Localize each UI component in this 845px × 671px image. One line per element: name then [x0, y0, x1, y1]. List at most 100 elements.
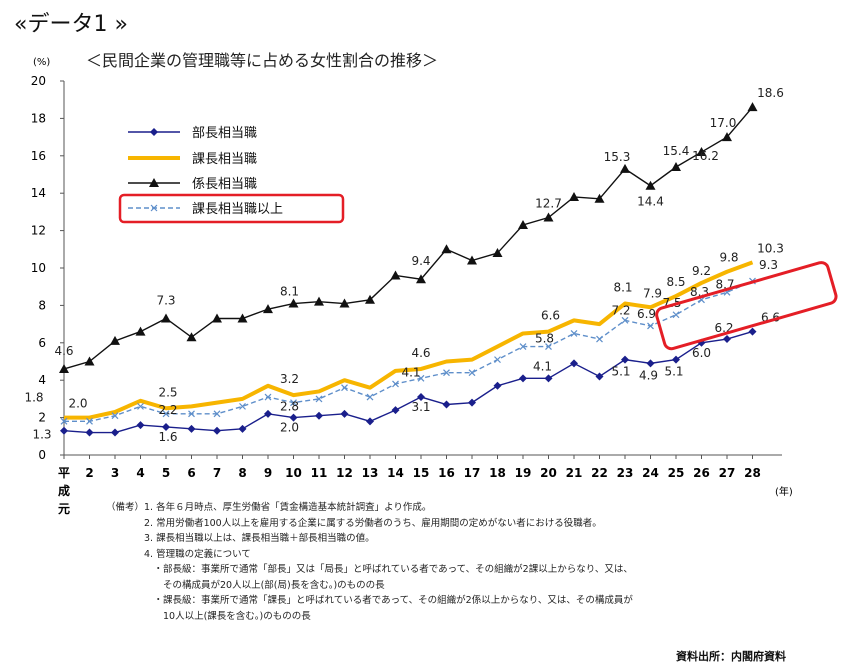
y-axis-unit: (%) [33, 57, 50, 68]
data-point-triangle [620, 163, 630, 173]
data-point-diamond [238, 424, 247, 433]
data-label: 12.7 [535, 197, 562, 211]
data-point-x-stroke [264, 393, 272, 401]
data-point-triangle [186, 332, 197, 342]
data-label: 7.2 [611, 303, 630, 317]
x-tick-label: 4 [136, 466, 144, 480]
data-point-triangle [237, 313, 248, 323]
x-tick-label: 平 [58, 466, 70, 480]
x-tick-label: 11 [311, 466, 328, 480]
data-point-triangle [569, 191, 579, 201]
data-label: 4.9 [639, 368, 658, 382]
data-point-triangle [645, 180, 656, 190]
notes: （備考）1. 各年６月時点、厚生労働省「賃金構造基本統計調査」より作成。 2. … [106, 500, 633, 624]
data-point-triangle [416, 274, 426, 284]
axes [60, 80, 782, 459]
x-tick-label: 12 [336, 466, 353, 480]
x-tick-label: 18 [489, 466, 506, 480]
data-point-diamond [646, 359, 655, 368]
data-point-triangle [110, 335, 120, 345]
data-label: 2.0 [68, 397, 87, 411]
data-point-diamond [748, 327, 757, 336]
data-label: 5.8 [535, 332, 554, 346]
data-point-diamond [493, 381, 502, 390]
data-point-x-stroke [596, 335, 603, 343]
data-label: 18.6 [757, 86, 784, 100]
data-label: 9.3 [759, 258, 778, 272]
data-point-diamond [85, 428, 94, 437]
y-tick-label: 16 [31, 149, 46, 163]
note-line: ・課長級：事業所で通常「課長」と呼ばれている者であって、その組織が2係以上からな… [106, 595, 633, 606]
data-label: 9.2 [692, 264, 711, 278]
data-point-x [519, 343, 527, 350]
data-label: 2.0 [280, 421, 299, 435]
data-label: 9.4 [411, 254, 430, 268]
data-point-x-stroke [213, 410, 221, 418]
data-label: 8.1 [613, 281, 632, 295]
note-line: 2. 常用労働者100人以上を雇用する企業に属する労働者のうち、雇用期間の定めが… [106, 517, 602, 529]
data-point-x [621, 316, 629, 324]
data-point-x-stroke [162, 410, 170, 418]
data-point-x-stroke [150, 204, 158, 212]
series-line [63, 330, 753, 434]
x-tick-label: 16 [438, 466, 455, 480]
x-tick-label: 27 [719, 466, 736, 480]
data-point-triangle [594, 193, 605, 203]
note-line: 4. 管理職の定義について [106, 548, 251, 560]
data-point-x-stroke [621, 316, 629, 324]
data-point-x [596, 335, 603, 343]
x-tick-label: 6 [187, 466, 195, 480]
data-point-diamond [187, 424, 196, 433]
x-tick-label: 5 [162, 466, 170, 480]
data-point-triangle [722, 132, 732, 142]
series-line [63, 106, 754, 370]
data-point-x-stroke [137, 402, 144, 410]
data-point-x [111, 412, 119, 420]
data-point-diamond [595, 372, 604, 381]
data-point-x [392, 380, 399, 388]
data-point-x [150, 204, 158, 212]
data-point-x-stroke [188, 410, 195, 418]
chart-title: ＜民間企業の管理職等に占める女性割合の推移＞ [86, 51, 438, 70]
x-tick-label: 元 [58, 502, 70, 516]
x-tick-label: 21 [566, 466, 583, 480]
data-label: 1.3 [32, 428, 51, 442]
data-point-x [417, 374, 425, 382]
data-point-x [60, 417, 68, 425]
data-point-diamond [111, 428, 119, 437]
x-tick-label: 10 [285, 466, 302, 480]
data-label: 17.0 [710, 116, 737, 130]
data-point-x-stroke [366, 393, 374, 401]
data-point-x-stroke [111, 412, 119, 420]
y-tick-label: 18 [31, 111, 46, 125]
data-point-x [86, 417, 93, 425]
data-point-triangle [84, 356, 95, 366]
note-line: 10人以上(課長を含む。)のものの長 [106, 610, 311, 622]
x-tick-label: 24 [642, 466, 659, 480]
data-point-diamond [544, 374, 553, 383]
data-point-x [162, 410, 170, 418]
data-point-triangle [212, 313, 222, 323]
data-point-x [647, 322, 654, 330]
note-line: （備考）1. 各年６月時点、厚生労働省「賃金構造基本統計調査」より作成。 [106, 502, 432, 513]
data-point-x [264, 393, 272, 401]
data-label: 6.9 [637, 307, 656, 321]
data-point-x-stroke [698, 296, 705, 304]
data-point-x-stroke [570, 330, 578, 337]
data-point-diamond [289, 413, 298, 422]
y-tick-label: 2 [38, 411, 46, 425]
data-point-x-stroke [86, 417, 93, 425]
data-label: 4.6 [411, 346, 430, 360]
data-point-triangle [314, 296, 324, 306]
data-label: 5.1 [664, 365, 683, 379]
data-point-diamond [315, 411, 323, 420]
x-tick-label: 19 [515, 466, 532, 480]
data-label: 5.1 [611, 365, 630, 379]
data-point-x-stroke [315, 395, 323, 403]
data-label: 2.5 [158, 385, 177, 399]
x-tick-label: 26 [693, 466, 710, 480]
x-tick-label: 成 [58, 483, 70, 498]
data-point-x-stroke [545, 343, 552, 350]
